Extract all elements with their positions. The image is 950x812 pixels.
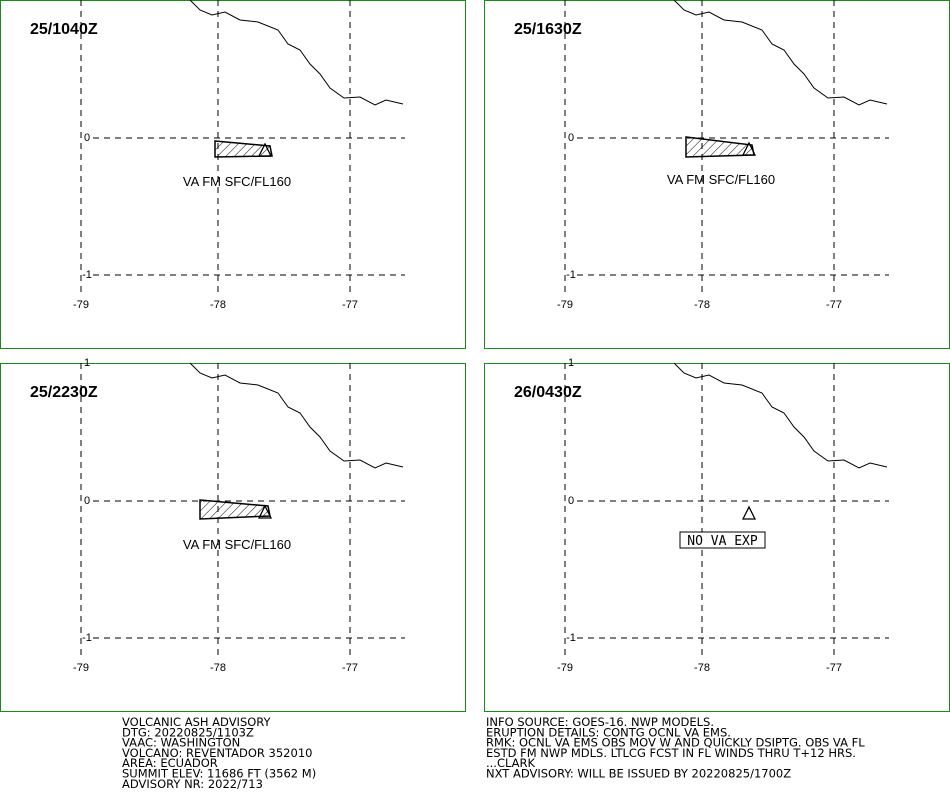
lat-label: -1 <box>566 269 576 281</box>
annotation-box <box>679 531 766 549</box>
lon-label: -77 <box>342 299 358 311</box>
lat-label: 0 <box>84 495 90 507</box>
lat-label: 0 <box>568 132 574 144</box>
info-line: VOLCANO: REVENTADOR 352010 <box>122 746 312 760</box>
coastline <box>673 0 888 106</box>
info-line: DTG: 20220825/1103Z <box>122 725 254 739</box>
ash-annotation: VA FM SFC/FL160 <box>667 172 775 187</box>
time-label: 26/0430Z <box>514 384 582 401</box>
ash-annotation: VA FM SFC/FL160 <box>183 174 291 189</box>
panel: -79 -78 -77 1 0 -1 26/0430Z NO VA EXP <box>484 357 950 712</box>
ash-annotation: NO VA EXP <box>687 534 758 549</box>
lat-label: 0 <box>568 495 574 507</box>
ash-area <box>214 140 273 158</box>
ash-annotation: VA FM SFC/FL160 <box>183 537 291 552</box>
lat-label: 1 <box>84 357 90 369</box>
coastline <box>189 0 404 106</box>
lat-label: -1 <box>566 632 576 644</box>
info-line: INFO SOURCE: GOES-16. NWP MODELS. <box>486 715 714 729</box>
lon-label: -78 <box>210 662 226 674</box>
panel: -79 -78 -77 0 -1 25/1040Z VA FM SFC/FL160 <box>0 0 466 349</box>
volcano-symbol <box>741 141 757 156</box>
time-label: 25/2230Z <box>30 384 98 401</box>
panel: -79 -78 -77 1 0 -1 25/2230Z VA FM SFC/FL160 <box>0 357 466 712</box>
info-line: ESTD FM NWP MDLS. LTLCG FCST IN FL WINDS… <box>486 746 856 760</box>
info-line: ...CLARK <box>486 756 536 770</box>
lon-label: -78 <box>694 299 710 311</box>
panel: -79 -78 -77 0 -1 25/1630Z VA FM SFC/FL160 <box>484 0 950 349</box>
time-label: 25/1630Z <box>514 21 582 38</box>
lat-label: 0 <box>84 132 90 144</box>
lon-label: -79 <box>73 299 89 311</box>
info-line: RMK: OCNL VA EMS OBS MOV W AND QUICKLY D… <box>486 736 865 750</box>
info-line: ERUPTION DETAILS: CONTG OCNL VA EMS. <box>486 725 731 739</box>
lon-label: -77 <box>826 299 842 311</box>
volcano-symbol <box>257 142 273 157</box>
lon-label: -78 <box>210 299 226 311</box>
info-line: VOLCANIC ASH ADVISORY <box>122 715 272 729</box>
info-line: VAAC: WASHINGTON <box>122 736 240 750</box>
lon-label: -78 <box>694 662 710 674</box>
lon-label: -77 <box>342 662 358 674</box>
time-label: 25/1040Z <box>30 21 98 38</box>
volcano-symbol <box>741 505 757 520</box>
lat-label: -1 <box>82 269 92 281</box>
volcano-symbol <box>257 504 273 519</box>
coastline <box>673 362 888 469</box>
info-line: SUMMIT ELEV: 11686 FT (3562 M) <box>122 767 316 781</box>
lon-label: -79 <box>73 662 89 674</box>
info-line: NXT ADVISORY: WILL BE ISSUED BY 20220825… <box>486 767 791 781</box>
info-line: ADVISORY NR: 2022/713 <box>122 777 263 791</box>
lat-label: -1 <box>82 632 92 644</box>
lon-label: -77 <box>826 662 842 674</box>
panel-border <box>0 363 466 712</box>
panel-border <box>0 0 466 349</box>
info-line: AREA: ECUADOR <box>122 756 218 770</box>
lon-label: -79 <box>557 662 573 674</box>
lon-label: -79 <box>557 299 573 311</box>
coastline <box>189 362 404 469</box>
lat-label: 1 <box>568 357 574 369</box>
